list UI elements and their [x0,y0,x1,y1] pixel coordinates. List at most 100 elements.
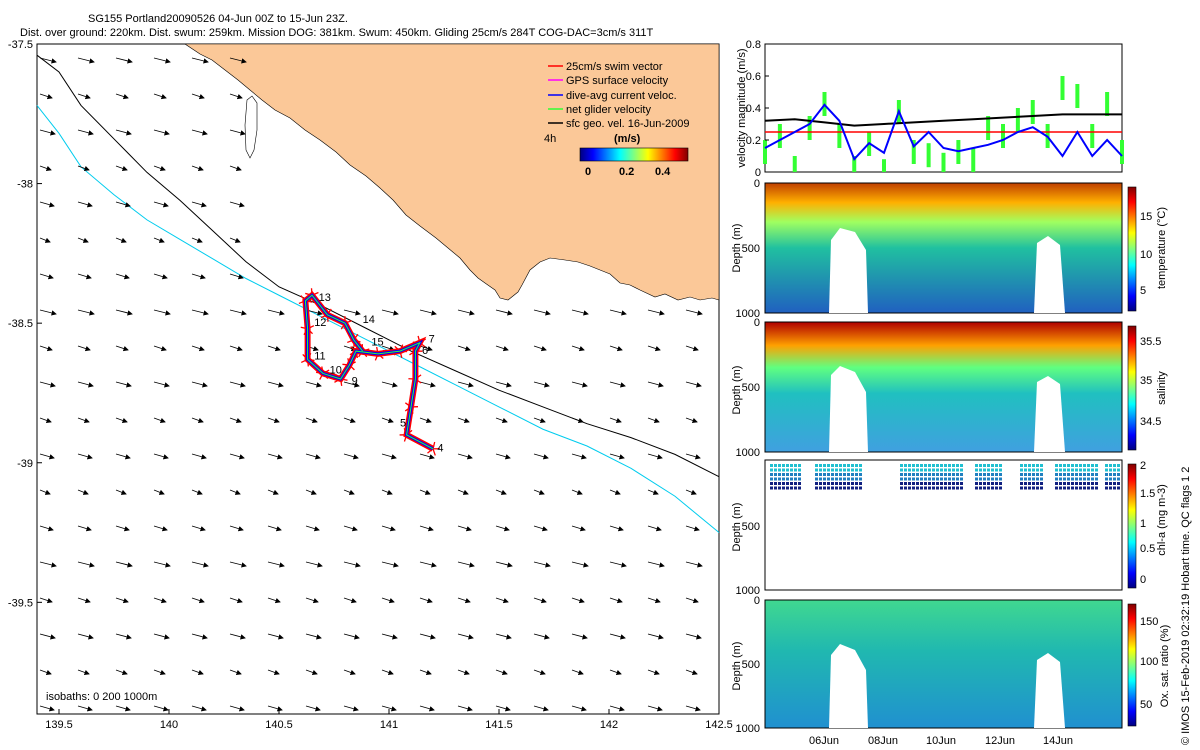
chl-dot [1087,477,1090,481]
geo-arrow [39,525,54,532]
geo-arrow [153,453,169,460]
chlorophyll-ytick-2: 1000 [736,585,760,597]
chl-dot [1091,486,1094,490]
chl-dot [1113,477,1116,481]
chl-dot [944,482,947,485]
geo-arrow [457,525,472,532]
chl-dot [948,464,951,467]
track-label-10: 10 [330,364,342,376]
geo-arrow [419,381,436,388]
chl-dot [904,468,907,472]
chl-dot [774,473,777,476]
chl-dot [1083,473,1086,476]
geo-arrow [457,417,470,423]
chl-dot [904,473,907,476]
temperature-colorbar-label: temperature (°C) [1156,207,1168,289]
geo-arrow [267,309,285,316]
chl-dot [1067,482,1070,485]
chl-dot [1059,477,1062,481]
map-ticks: 139.5 140 140.5 141 141.5 142 142.5-37.5-38-38… [8,39,733,731]
chl-dot [1020,468,1023,472]
map-xtick-label: 142 [600,719,618,731]
oxygen-cbar-tick-1: 100 [1140,656,1158,668]
chl-dot [782,482,785,485]
chl-dot [815,473,818,476]
geo-arrow [191,489,203,495]
chl-dot [1024,477,1027,481]
chl-dot [1095,486,1098,490]
geo-arrow [115,705,131,712]
chl-dot [778,468,781,472]
chl-dot [1024,482,1027,485]
geo-arrow [305,669,318,675]
chl-dot [1095,482,1098,485]
net-velocity-bar [1030,100,1035,124]
geo-arrow [229,561,247,568]
chl-dot [960,477,963,481]
chl-dot [1032,473,1035,476]
geo-arrow [419,525,434,532]
geo-arrow [343,525,358,532]
chl-dot [960,468,963,472]
chl-dot [1063,464,1066,467]
geo-arrow [229,237,241,243]
geo-arrow [647,525,662,532]
geo-arrow [533,489,545,495]
geo-arrow [381,489,393,495]
chl-dot [851,486,854,490]
geo-arrow [495,597,509,604]
geo-arrow [229,705,245,712]
chl-dot [1028,473,1031,476]
chl-dot [790,464,793,467]
chl-dot [1063,477,1066,481]
chl-dot [948,473,951,476]
geo-arrow [77,597,91,604]
time-tick-14jun: 14Jun [1043,735,1073,747]
chl-dot [843,473,846,476]
geo-arrow [495,381,512,388]
map-xtick-label: 139.5 [45,719,73,731]
chl-dot [936,482,939,485]
chl-dot [1059,482,1062,485]
geo-arrow [229,633,246,640]
chl-dot [847,486,850,490]
chl-dot [1063,486,1066,490]
geo-arrow [39,705,55,712]
geo-arrow [153,237,165,243]
geo-arrow [381,597,395,604]
temperature-ytick-1: 500 [742,243,760,255]
geo-arrow [77,381,94,388]
chl-dot [991,482,994,485]
oxygen-colorbar [1127,603,1137,727]
geo-arrow [153,417,166,423]
velocity-ylabel: velocity magnitude (m/s) [736,48,748,167]
chl-dot [1083,464,1086,467]
geo-arrow [609,381,626,388]
geo-arrow [77,237,89,243]
geo-arrow [647,669,660,675]
chl-dot [916,482,919,485]
chl-dot [991,477,994,481]
geo-arrow [77,417,90,423]
geo-arrow [229,453,245,460]
chl-dot [1087,486,1090,490]
chl-dot [819,482,822,485]
salinity-cbar-tick-2: 35.5 [1140,336,1161,348]
chl-dot [999,464,1002,467]
map-ytick-label: -38.5 [8,318,33,330]
geo-arrow [229,129,246,136]
geo-arrow [153,309,171,316]
chl-dot [979,477,982,481]
geo-arrow [381,381,398,388]
chl-dot [794,464,797,467]
net-velocity-bar [777,124,782,148]
chl-dot [839,468,842,472]
chl-dot [924,486,927,490]
chl-dot [983,486,986,490]
geo-arrow [191,633,208,640]
geo-arrow [39,201,55,208]
net-velocity-bar [1015,108,1020,132]
chl-dot [823,482,826,485]
chl-dot [1032,468,1035,472]
land-area [184,43,720,301]
